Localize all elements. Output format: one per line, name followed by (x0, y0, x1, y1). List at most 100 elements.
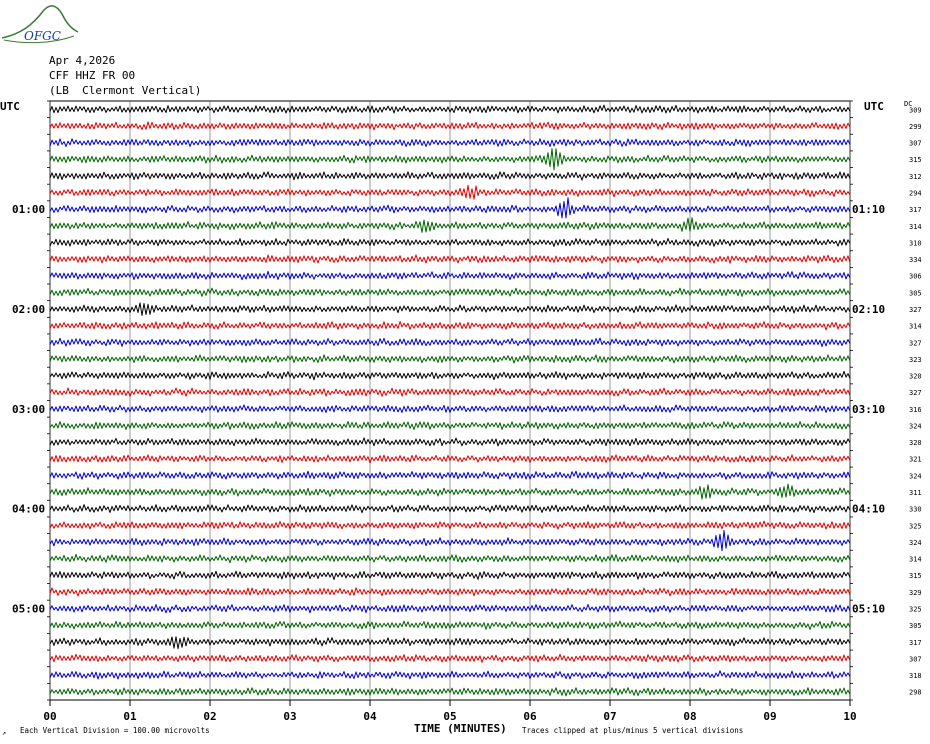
dc-offset-label: 314 (909, 223, 922, 231)
seismic-trace (49, 470, 851, 480)
seismic-trace (49, 104, 851, 114)
dc-offset-label: 309 (909, 106, 922, 114)
seismic-trace (49, 604, 851, 614)
logo-text: OFGC (24, 29, 61, 43)
dc-offset-label: 306 (909, 273, 922, 281)
left-time-label: 04:00 (12, 503, 45, 516)
seismic-trace (49, 454, 851, 464)
seismic-trace (49, 529, 851, 552)
dc-offset-label: 317 (909, 206, 922, 214)
dc-offset-label: 305 (909, 289, 922, 297)
dc-offset-label: 320 (909, 373, 922, 381)
seismic-trace (49, 238, 851, 247)
corner-mark: ↗ (2, 729, 6, 737)
left-time-label: 02:00 (12, 303, 45, 316)
dc-offset-label: 314 (909, 323, 922, 331)
dc-offset-label: 327 (909, 389, 922, 397)
clip-note: Traces clipped at plus/minus 5 vertical … (522, 726, 743, 735)
right-utc-label: UTC (864, 100, 884, 113)
x-axis-title: TIME (MINUTES) (414, 722, 507, 735)
seismic-trace (49, 587, 851, 597)
seismic-trace (49, 520, 851, 530)
left-time-label: 01:00 (12, 203, 45, 216)
dc-offset-label: 327 (909, 306, 922, 314)
seismic-trace (49, 504, 851, 514)
dc-offset-label: 323 (909, 356, 922, 364)
dc-offset-label: 321 (909, 456, 922, 464)
right-time-label: 02:10 (852, 303, 885, 316)
dc-offset-label: 330 (909, 506, 922, 514)
scale-note: Each Vertical Division = 100.00 microvol… (20, 726, 210, 735)
x-tick-label: 04 (363, 710, 377, 723)
dc-offset-label: 334 (909, 256, 922, 264)
x-tick-label: 05 (443, 710, 456, 723)
dc-offset-label: 324 (909, 539, 922, 547)
seismic-trace (49, 270, 851, 281)
right-time-label: 01:10 (852, 203, 885, 216)
seismic-trace (49, 570, 851, 580)
dc-offset-label: 307 (909, 655, 922, 663)
logo-mountain-icon (1, 5, 79, 39)
seismic-trace (49, 184, 851, 200)
seismic-trace (49, 437, 851, 447)
plot-grid (47, 100, 853, 706)
dc-offset-label: 307 (909, 140, 922, 148)
dc-offset-label: 325 (909, 605, 922, 613)
right-time-label: 05:10 (852, 602, 885, 615)
seismic-trace (49, 217, 851, 233)
x-tick-label: 01 (123, 710, 137, 723)
x-tick-label: 06 (523, 710, 537, 723)
dc-offset-label: 318 (909, 672, 922, 680)
x-tick-label: 08 (683, 710, 696, 723)
seismic-trace (49, 321, 851, 331)
dc-offset-label: 320 (909, 439, 922, 447)
seismic-trace (49, 354, 851, 364)
seismic-trace (49, 337, 851, 347)
seismic-trace (49, 620, 851, 630)
seismic-trace (49, 138, 851, 147)
seismic-trace (49, 687, 851, 697)
seismic-trace (49, 197, 851, 219)
dc-offset-label: 298 (909, 689, 922, 697)
x-tick-label: 10 (843, 710, 856, 723)
x-tick-label: 00 (43, 710, 56, 723)
seismic-trace (49, 636, 851, 650)
x-tick-label: 09 (763, 710, 776, 723)
x-tick-label: 02 (203, 710, 216, 723)
dc-offset-label: 324 (909, 472, 922, 480)
seismic-trace (49, 483, 851, 500)
seismic-trace (49, 121, 851, 131)
dc-offset-label: 310 (909, 239, 922, 247)
seismic-trace (49, 254, 851, 264)
seismic-trace (49, 302, 851, 316)
axis-labels: UTC UTC DC TIME (MINUTES) Each Vertical … (0, 100, 922, 737)
date-label: Apr 4,2026 (49, 54, 116, 67)
trace-group (49, 104, 851, 697)
seismic-trace (49, 287, 851, 297)
logo-swoosh-icon (3, 35, 75, 44)
seismic-trace (49, 404, 851, 413)
dc-offset-label: 317 (909, 639, 922, 647)
seismic-trace (49, 148, 851, 171)
dc-offset-label: 314 (909, 556, 922, 564)
dc-offset-label: 315 (909, 156, 922, 164)
seismic-trace (49, 421, 851, 431)
dc-offset-label: 294 (909, 190, 922, 198)
dc-offset-label: 327 (909, 339, 922, 347)
dc-offset-label: 312 (909, 173, 922, 181)
seismic-trace (49, 653, 851, 663)
seismic-trace (49, 670, 851, 680)
left-time-label: 05:00 (12, 602, 45, 615)
left-utc-label: UTC (0, 100, 20, 113)
dc-offset-label: 311 (909, 489, 922, 497)
seismic-trace (49, 387, 851, 397)
seismic-trace (49, 553, 851, 564)
right-time-label: 04:10 (852, 503, 885, 516)
dc-offset-label: 316 (909, 406, 922, 414)
dc-offset-label: 299 (909, 123, 922, 131)
seismic-trace (49, 171, 851, 181)
dc-offset-label: 329 (909, 589, 922, 597)
dc-offset-label: 315 (909, 572, 922, 580)
x-tick-label: 07 (603, 710, 616, 723)
